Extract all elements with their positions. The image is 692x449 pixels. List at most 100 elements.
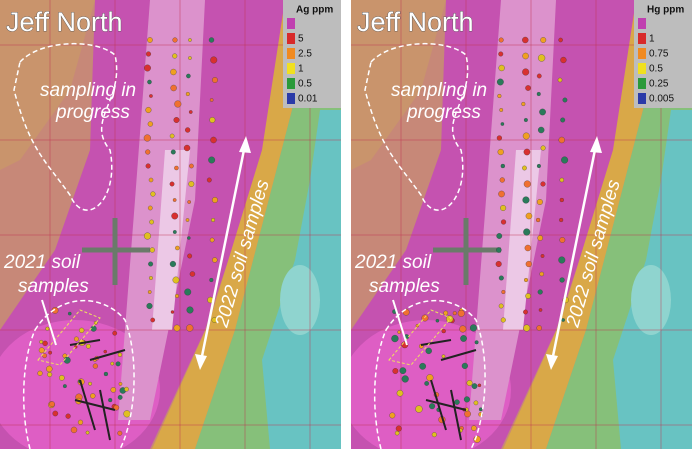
sample-point xyxy=(74,336,79,342)
sample-point xyxy=(209,237,215,243)
sample-point xyxy=(401,375,409,383)
legend-swatch xyxy=(287,48,295,59)
sample-point xyxy=(145,107,152,113)
arrow xyxy=(198,139,248,367)
sample-point xyxy=(536,164,541,168)
sample-point xyxy=(77,419,84,425)
sample-point xyxy=(39,340,44,344)
terrain xyxy=(631,265,671,335)
sample-point xyxy=(496,233,503,239)
annotation: sampling in xyxy=(391,80,487,101)
sample-point xyxy=(459,325,467,333)
sample-point xyxy=(188,56,192,60)
sample-point xyxy=(42,340,48,347)
sample-point xyxy=(496,247,502,253)
sample-point xyxy=(498,275,504,281)
sample-point xyxy=(185,92,190,96)
sample-point xyxy=(426,374,434,382)
annotation: sampling in xyxy=(40,80,136,101)
sample-point xyxy=(396,389,404,397)
sample-point xyxy=(522,36,529,44)
sample-point xyxy=(149,94,153,98)
sample-point xyxy=(67,311,72,316)
sample-point xyxy=(170,84,177,92)
sample-point xyxy=(143,134,151,142)
sample-point xyxy=(172,198,177,202)
pointer xyxy=(41,299,57,346)
sample-point xyxy=(452,311,457,316)
sample-point xyxy=(211,218,216,222)
map-title: Jeff North xyxy=(6,7,123,37)
sample-point xyxy=(537,289,543,295)
sample-point xyxy=(558,136,565,144)
legend-swatch xyxy=(638,18,646,29)
sample-point xyxy=(394,430,400,436)
sample-point xyxy=(42,353,47,359)
sample-point xyxy=(208,37,215,43)
sample-point xyxy=(399,367,407,374)
sample-point xyxy=(562,97,568,103)
sample-point xyxy=(540,145,546,151)
sample-point xyxy=(51,307,59,314)
sample-point xyxy=(500,317,506,323)
legend-label: 0.005 xyxy=(649,94,674,105)
sample-point xyxy=(186,306,194,314)
sample-point xyxy=(90,393,96,399)
sampling-outline xyxy=(373,299,486,449)
sample-point xyxy=(424,381,430,386)
terrain xyxy=(280,265,320,335)
sample-point xyxy=(110,387,117,393)
sample-point xyxy=(498,37,504,43)
sample-point xyxy=(174,294,179,298)
sample-point xyxy=(143,232,151,240)
sample-point xyxy=(118,382,123,386)
sample-point xyxy=(169,181,175,187)
sample-point xyxy=(47,372,53,378)
sample-line xyxy=(89,349,126,361)
legend-label: 0.5 xyxy=(649,64,663,75)
sample-point xyxy=(537,126,545,134)
sample-line xyxy=(79,379,96,431)
sample-point xyxy=(525,85,531,91)
pointer xyxy=(392,299,408,346)
legend-swatch xyxy=(287,63,295,74)
sample-point xyxy=(524,277,529,283)
sample-point xyxy=(115,361,121,367)
annotation: samples xyxy=(369,276,440,297)
legend-title: Hg ppm xyxy=(647,5,684,16)
sample-point xyxy=(536,199,543,205)
terrain xyxy=(152,150,190,330)
sample-point xyxy=(212,257,218,263)
sample-point xyxy=(498,190,505,198)
sample-point xyxy=(169,133,175,139)
sample-point xyxy=(149,247,155,253)
sample-point xyxy=(169,260,176,268)
legend-swatch xyxy=(638,93,646,104)
sample-point xyxy=(536,217,541,223)
sample-point xyxy=(174,100,182,108)
sample-point xyxy=(65,413,71,419)
sample-point xyxy=(469,324,477,332)
sample-point xyxy=(497,93,502,99)
sample-point xyxy=(559,197,564,203)
sample-point xyxy=(536,325,542,331)
sample-point xyxy=(185,127,191,133)
sample-line xyxy=(430,379,447,431)
sample-point xyxy=(63,356,71,364)
sample-point xyxy=(523,118,528,122)
sample-point xyxy=(148,261,154,267)
sample-point xyxy=(112,330,118,336)
sample-point xyxy=(496,78,504,86)
arrow-head xyxy=(546,354,558,370)
arrow-head xyxy=(590,136,602,153)
sample-point xyxy=(464,410,471,418)
sample-point xyxy=(170,68,177,76)
legend-swatch xyxy=(287,18,295,29)
sample-point xyxy=(536,73,542,79)
sample-point xyxy=(92,363,98,369)
sample-point xyxy=(461,362,468,369)
terrain xyxy=(503,150,541,330)
sample-point xyxy=(522,68,530,76)
